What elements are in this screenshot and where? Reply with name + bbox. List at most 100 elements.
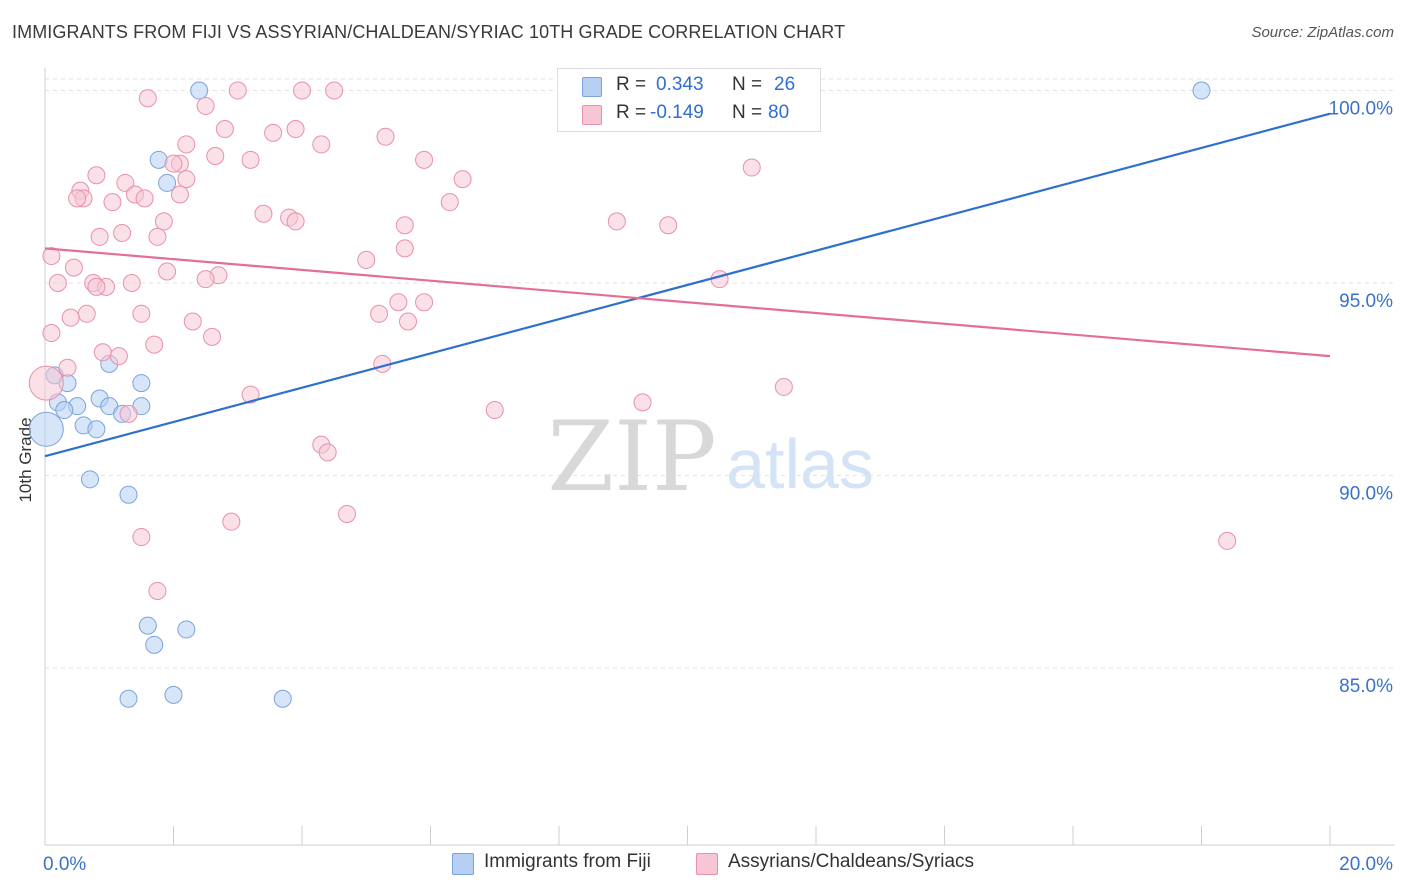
assyrian-point xyxy=(633,393,652,412)
assyrian-point xyxy=(177,135,196,154)
assyrian-point xyxy=(222,512,241,531)
assyrian-point xyxy=(42,247,61,266)
legend-n-value: 80 xyxy=(768,102,790,123)
assyrian-point xyxy=(607,212,626,231)
legend-n-value: 26 xyxy=(774,74,796,95)
x-tick-label: 20.0% xyxy=(1339,854,1393,875)
assyrian-point xyxy=(164,154,183,173)
assyrian-point xyxy=(774,377,793,396)
assyrian-point xyxy=(241,385,260,404)
assyrian-point xyxy=(286,212,305,231)
assyrian-point xyxy=(395,216,414,235)
assyrian-point xyxy=(399,312,418,331)
assyrian-point xyxy=(177,170,196,189)
stats-legend: R = 0.343 N = 26 R = -0.149 N = 80 xyxy=(557,68,821,132)
bottom-legend-swatch-blue xyxy=(452,853,474,875)
fiji-point xyxy=(158,173,177,192)
chart-source: Source: ZipAtlas.com xyxy=(1251,24,1394,41)
assyrian-point xyxy=(203,327,222,346)
y-tick-label: 100.0% xyxy=(1329,99,1394,120)
watermark-zip: ZIP xyxy=(547,401,716,513)
assyrian-point xyxy=(659,216,678,235)
assyrian-point xyxy=(148,581,167,600)
assyrian-point xyxy=(241,150,260,169)
assyrian-point xyxy=(138,89,157,108)
assyrian-point xyxy=(415,293,434,312)
assyrian-point xyxy=(370,304,389,323)
assyrian-point xyxy=(77,304,96,323)
assyrian-point xyxy=(28,365,64,401)
assyrian-trend-line xyxy=(44,247,1331,358)
fiji-point xyxy=(177,620,196,639)
fiji-point xyxy=(1192,81,1211,100)
fiji-point xyxy=(87,420,106,439)
assyrian-point xyxy=(1218,531,1237,550)
assyrian-point xyxy=(122,274,141,293)
assyrian-point xyxy=(109,347,128,366)
watermark-atlas: atlas xyxy=(726,425,874,503)
assyrian-point xyxy=(61,308,80,327)
fiji-trend-line xyxy=(44,112,1331,458)
assyrian-point xyxy=(395,239,414,258)
assyrian-point xyxy=(485,401,504,420)
fiji-point xyxy=(55,401,74,420)
assyrian-point xyxy=(254,204,273,223)
assyrian-point xyxy=(228,81,247,100)
legend-swatch-blue xyxy=(582,77,602,97)
fiji-point xyxy=(119,485,138,504)
assyrian-point xyxy=(64,258,83,277)
assyrian-point xyxy=(58,358,77,377)
legend-r-value: -0.149 xyxy=(650,102,704,123)
assyrian-point xyxy=(132,304,151,323)
axes xyxy=(44,68,1395,846)
x-tick-label: 0.0% xyxy=(43,854,86,875)
fiji-point xyxy=(28,411,64,447)
legend-r-label: R = xyxy=(616,74,647,95)
assyrian-point xyxy=(415,150,434,169)
assyrian-point xyxy=(135,189,154,208)
watermark: ZIP atlas xyxy=(547,401,874,513)
assyrian-point xyxy=(132,528,151,547)
assyrian-point xyxy=(48,274,67,293)
assyrian-point xyxy=(119,404,138,423)
legend-swatch-pink xyxy=(582,105,602,125)
assyrian-point xyxy=(286,120,305,139)
assyrian-point xyxy=(337,504,356,523)
assyrian-point xyxy=(145,335,164,354)
assyrian-point xyxy=(170,185,189,204)
trend-lines xyxy=(44,112,1331,458)
y-tick-label: 95.0% xyxy=(1339,291,1393,312)
assyrian-point xyxy=(376,127,395,146)
assyrian-point xyxy=(710,270,729,289)
data-points xyxy=(28,81,1237,708)
fiji-point xyxy=(149,150,168,169)
assyrian-point xyxy=(93,343,112,362)
assyrian-point xyxy=(87,277,106,296)
assyrian-point xyxy=(87,166,106,185)
fiji-point xyxy=(138,616,157,635)
assyrian-point xyxy=(103,193,122,212)
assyrian-point xyxy=(325,81,344,100)
assyrian-point xyxy=(357,250,376,269)
fiji-point xyxy=(132,374,151,393)
fiji-point xyxy=(190,81,209,100)
legend-r-label: R = xyxy=(616,102,647,123)
assyrian-point xyxy=(116,173,135,192)
assyrian-point xyxy=(158,262,177,281)
tick-labels: 100.0% 95.0% 90.0% 85.0% 0.0% 20.0% xyxy=(43,99,1393,875)
assyrian-point xyxy=(318,443,337,462)
fiji-point xyxy=(164,685,183,704)
legend-n-label: N = xyxy=(732,102,763,123)
assyrian-point xyxy=(215,120,234,139)
chart-title: IMMIGRANTS FROM FIJI VS ASSYRIAN/CHALDEA… xyxy=(12,22,846,42)
assyrian-point xyxy=(742,158,761,177)
assyrian-point xyxy=(453,170,472,189)
legend-n-label: N = xyxy=(732,74,763,95)
fiji-point xyxy=(273,689,292,708)
assyrian-point xyxy=(389,293,408,312)
assyrian-point xyxy=(440,193,459,212)
bottom-legend-label-fiji: Immigrants from Fiji xyxy=(484,851,651,872)
assyrian-point xyxy=(148,227,167,246)
assyrian-point xyxy=(183,312,202,331)
assyrian-point xyxy=(113,223,132,242)
